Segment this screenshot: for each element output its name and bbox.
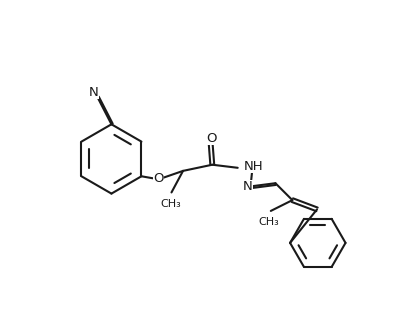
Text: O: O — [206, 132, 217, 145]
Text: NH: NH — [244, 160, 264, 173]
Text: N: N — [89, 86, 99, 99]
Text: O: O — [153, 172, 164, 185]
Text: CH₃: CH₃ — [258, 217, 279, 227]
Text: CH₃: CH₃ — [160, 199, 181, 209]
Text: N: N — [243, 180, 253, 193]
